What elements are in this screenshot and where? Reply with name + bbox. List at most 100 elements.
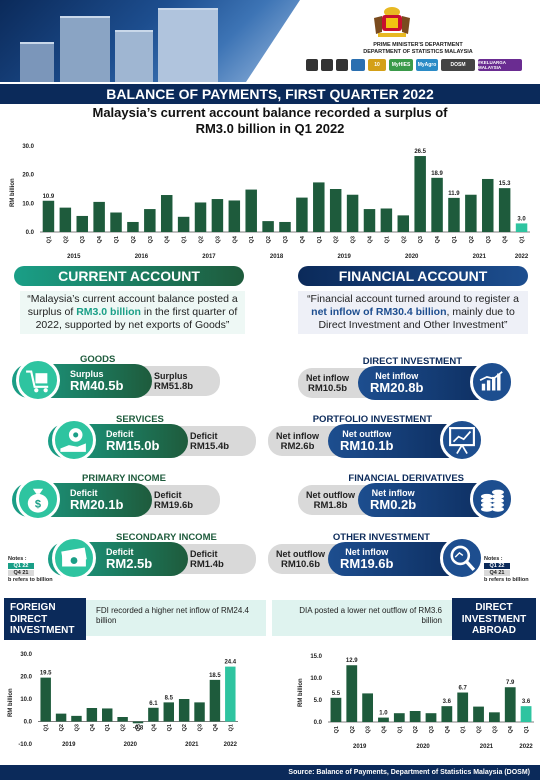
y-tick-label: 0.0 [314,720,323,726]
bar [515,223,528,232]
money-bag-icon: $ [27,488,49,513]
bar [55,713,67,722]
quarter-tick-label: Q2 [131,236,137,243]
year-tick-label: 2019 [62,742,76,748]
legend-q1: Q1 22 [484,563,510,569]
y-axis-label: RM billion [8,688,14,717]
quarter-tick-label: Q1 [397,726,403,733]
legend-q4: Q4 21 [484,570,510,576]
current-type: Net inflow [375,371,419,381]
qr-code-icon [306,59,318,71]
bar [441,706,453,722]
quarter-tick-label: Q3 [486,236,492,243]
category-label: DIRECT INVESTMENT [362,356,462,367]
bar [473,706,484,722]
y-tick-label: 0.0 [26,230,35,236]
current-account-quote: “Malaysia’s current account balance post… [20,291,245,334]
quarter-tick-label: Q4 [445,725,451,733]
fdi-chart: RM billion -10.0 0.0 10.0 20.0 30.0 19.5 Q1 Q2 Q3… [8,652,238,748]
data-label: 10.9 [43,194,55,200]
quarter-tick-label: Q4 [90,723,96,731]
coat-of-arms-icon [374,7,410,37]
qr-code-icon [321,59,333,71]
quarter-tick-label: Q1 [520,236,526,243]
year-tick-label: 2021 [480,744,494,750]
bar [102,708,113,722]
previous-value: RM19.6b [154,499,194,511]
logo-myhies: MyHIES [389,59,413,71]
quarter-tick-label: Q1 [105,724,111,731]
presentation-icon [449,427,475,455]
logo-keluarga-malaysia: #KELUARGA MALAYSIA [478,59,522,71]
legend-q4: Q4 21 [8,570,34,576]
dia-summary: DIA posted a lower net outflow of RM3.6 … [272,600,452,636]
bar [313,182,325,232]
quarter-tick-label: Q1 [452,236,458,243]
quarter-tick-label: Q2 [413,726,419,733]
bar [110,212,122,232]
quarter-tick-label: Q3 [215,236,221,243]
previous-value: RM2.6b [280,440,315,452]
bar [425,713,437,722]
current-value: RM15.0b [106,438,160,453]
previous-type: Surplus [154,370,188,381]
previous-type: Deficit [154,489,182,500]
data-label: 12.9 [346,658,358,664]
quarter-tick-label: Q2 [182,724,188,731]
current-value: RM19.6b [340,556,394,571]
quarter-tick-label: Q3 [492,726,498,733]
bar [465,194,477,232]
year-tick-label: 2016 [135,254,149,260]
quarter-tick-label: Q4 [232,235,238,243]
y-tick-label: 0.0 [24,720,33,726]
previous-value: RM15.4b [190,440,230,452]
current-account-title: CURRENT ACCOUNT [14,266,244,286]
previous-type: Net inflow [276,430,319,441]
current-value: RM40.5b [70,378,124,393]
bar [117,717,128,722]
category-label: FINANCIAL DERIVATIVES [348,473,464,484]
bar [482,178,494,232]
current-type: Net inflow [371,488,415,498]
previous-value: RM51.8b [154,380,194,392]
current-type: Net outflow [342,429,392,439]
previous-value: RM10.6b [280,558,321,570]
bar [498,188,511,232]
bar [380,208,393,232]
quarter-tick-label: Q1 [114,236,120,243]
quarter-tick-label: Q1 [182,236,188,243]
category-label: PORTFOLIO INVESTMENT [312,414,432,425]
bar [127,221,139,232]
quarter-tick-label: Q2 [350,726,356,733]
partner-logos: 10 MyHIES MyAgro DOSM #KELUARGA MALAYSIA [306,58,536,72]
current-value: RM10.1b [340,438,394,453]
bar [245,189,257,232]
y-tick-label: 10.0 [22,201,34,207]
year-tick-label: 2020 [124,742,138,748]
financial-account-quote: “Financial account turned around to regi… [298,291,528,334]
bar [520,706,532,722]
category-label: SECONDARY INCOME [116,532,217,543]
data-label: 26.5 [414,149,426,155]
logo-10-years: 10 [368,59,386,71]
quarter-tick-label: Q2 [469,236,475,243]
notes-left: Notes : Q1 22 Q4 21 b refers to billion [8,556,53,583]
quarter-tick-label: Q4 [503,235,509,243]
quarter-tick-label: Q4 [97,235,103,243]
bar [346,194,359,232]
quarter-tick-label: Q3 [136,724,142,731]
category-icon-circle: $ [16,477,60,521]
quarter-tick-label: Q3 [283,236,289,243]
quarter-tick-label: Q1 [384,236,390,243]
bar [363,209,376,232]
bar [178,699,190,722]
quarter-tick-label: Q4 [213,723,219,731]
bar [378,717,389,722]
bar [163,702,174,722]
quarter-tick-label: Q4 [435,235,441,243]
category-icon-circle [440,418,484,462]
fdi-title: FOREIGN DIRECT INVESTMENT [4,598,86,640]
year-tick-label: 2022 [224,742,238,748]
year-tick-label: 2021 [185,742,199,748]
quarter-tick-label: Q2 [63,236,69,243]
